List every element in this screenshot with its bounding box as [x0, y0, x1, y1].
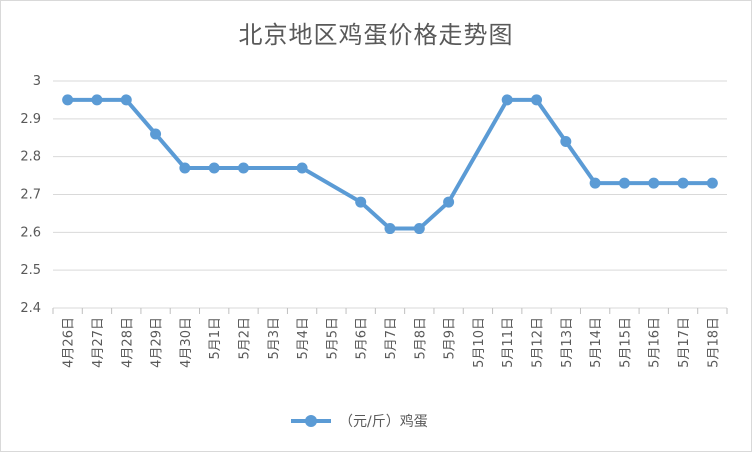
chart-title: 北京地区鸡蛋价格走势图: [238, 21, 514, 49]
x-tick-label: 5月10日: [472, 317, 487, 368]
x-tick-label: 5月1日: [208, 317, 223, 360]
x-tick-label: 5月4日: [296, 317, 311, 360]
y-tick-label: 2.9: [20, 112, 41, 127]
y-tick-label: 2.4: [20, 301, 41, 316]
legend-label: （元/斤）鸡蛋: [339, 414, 428, 430]
legend: （元/斤）鸡蛋: [291, 411, 428, 431]
data-point: [237, 162, 249, 174]
data-point: [618, 177, 630, 189]
data-point: [677, 177, 689, 189]
x-tick-label: 4月27日: [91, 317, 106, 368]
data-point: [120, 94, 132, 106]
data-point: [589, 177, 601, 189]
data-point: [443, 196, 455, 208]
x-tick-label: 5月3日: [267, 317, 282, 360]
x-tick-label: 5月17日: [677, 317, 692, 368]
x-tick-label: 5月5日: [325, 317, 340, 360]
y-tick-label: 3: [33, 74, 41, 89]
x-tick-label: 5月8日: [413, 317, 428, 360]
x-tick-label: 5月15日: [618, 317, 633, 368]
data-point: [179, 162, 191, 174]
x-tick-label: 5月6日: [355, 317, 370, 360]
y-tick-label: 2.6: [20, 225, 41, 240]
data-point: [501, 94, 513, 106]
data-point: [648, 177, 660, 189]
x-tick-label: 4月30日: [179, 317, 194, 368]
data-point: [413, 223, 425, 235]
y-tick-label: 2.8: [20, 150, 41, 165]
data-point: [531, 94, 543, 106]
y-tick-label: 2.5: [20, 263, 41, 278]
data-point: [384, 223, 396, 235]
x-tick-label: 5月16日: [648, 317, 663, 368]
x-tick-label: 5月9日: [443, 317, 458, 360]
data-point: [296, 162, 308, 174]
data-point: [706, 177, 718, 189]
data-point: [208, 162, 220, 174]
y-tick-label: 2.7: [20, 188, 41, 203]
x-tick-label: 5月13日: [560, 317, 575, 368]
x-tick-label: 5月2日: [237, 317, 252, 360]
data-point: [560, 136, 572, 148]
legend-marker: [291, 415, 331, 427]
data-point: [150, 128, 162, 140]
data-point: [355, 196, 367, 208]
x-tick-label: 5月12日: [531, 317, 546, 368]
x-tick-label: 4月28日: [120, 317, 135, 368]
x-tick-label: 5月14日: [589, 317, 604, 368]
data-point: [62, 94, 74, 106]
x-tick-label: 4月29日: [150, 317, 165, 368]
x-tick-label: 4月26日: [62, 317, 77, 368]
x-tick-label: 5月7日: [384, 317, 399, 360]
x-tick-label: 5月11日: [501, 317, 516, 368]
x-tick-label: 5月18日: [706, 317, 721, 368]
data-point: [91, 94, 103, 106]
